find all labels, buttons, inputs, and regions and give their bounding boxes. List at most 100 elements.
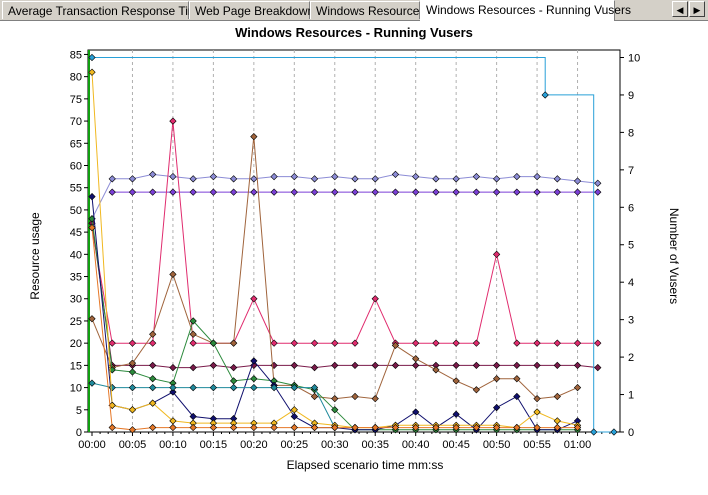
data-point [189, 330, 197, 338]
data-point [472, 339, 481, 347]
y2-tick-label: 9 [628, 90, 634, 102]
data-point [513, 361, 521, 369]
data-point [391, 361, 400, 369]
data-point [88, 68, 96, 76]
data-point [88, 192, 96, 201]
data-point [472, 361, 481, 369]
data-point [310, 383, 319, 392]
x-tick-label: 00:30 [321, 439, 349, 451]
data-point [553, 361, 561, 369]
data-point [169, 363, 177, 372]
x-tick-label: 00:55 [523, 439, 551, 451]
x-tick-label: 00:25 [281, 439, 309, 451]
data-point [573, 339, 582, 347]
scroll-right-button[interactable]: ▶ [689, 1, 705, 17]
data-point [331, 339, 339, 347]
data-point [250, 375, 258, 383]
data-point [108, 175, 116, 183]
data-point [472, 386, 481, 394]
data-point [331, 395, 339, 403]
x-tick-label: 01:00 [564, 439, 592, 451]
data-point [351, 392, 359, 401]
data-point [209, 383, 218, 392]
y-tick-label: 60 [70, 160, 82, 172]
data-point [472, 188, 481, 196]
data-point [88, 224, 96, 232]
y-tick-label: 85 [70, 49, 82, 61]
data-point [149, 339, 157, 347]
series-line [91, 121, 598, 344]
data-point [128, 368, 137, 376]
data-point [371, 175, 379, 183]
data-point [128, 175, 137, 183]
x-tick-label: 00:10 [159, 439, 187, 451]
data-point [412, 355, 420, 363]
data-point [513, 375, 521, 383]
data-point [189, 175, 197, 183]
data-point [432, 423, 440, 432]
data-point [412, 423, 420, 432]
data-point [128, 359, 137, 367]
y-tick-label: 75 [70, 94, 82, 106]
data-point [250, 383, 258, 392]
plot-frame [87, 49, 621, 433]
data-point [270, 339, 278, 347]
data-point [594, 339, 602, 347]
data-point [351, 361, 359, 369]
data-point [108, 188, 116, 196]
data-point [331, 406, 339, 414]
data-point [513, 339, 521, 347]
data-point [88, 315, 96, 323]
data-point [209, 172, 218, 181]
tab-windows-resources[interactable]: Windows Resources [310, 1, 425, 19]
x-tick-label: 00:35 [361, 439, 389, 451]
chart-title: Windows Resources - Running Vusers [235, 25, 473, 40]
y-tick-label: 5 [76, 405, 82, 417]
data-point [391, 423, 400, 432]
data-point [432, 339, 440, 347]
data-point [533, 172, 541, 181]
data-point [533, 408, 541, 416]
data-point [452, 339, 460, 347]
data-point [590, 428, 598, 436]
data-point [371, 188, 379, 196]
y-tick-label: 40 [70, 249, 82, 261]
data-point [310, 363, 319, 372]
data-point [149, 330, 157, 338]
data-point [189, 317, 197, 325]
data-point [331, 361, 339, 369]
x-tick-label: 00:05 [119, 439, 147, 451]
data-point [290, 406, 298, 414]
data-point [371, 423, 379, 432]
y-tick-label: 0 [76, 427, 82, 439]
data-point [391, 188, 400, 196]
y2-tick-label: 7 [628, 165, 634, 177]
tab-windows-resources-running-vusers[interactable]: Windows Resources - Running Vusers [420, 0, 631, 21]
data-point [128, 426, 137, 434]
data-point [149, 375, 157, 383]
data-point [189, 383, 197, 392]
data-point [533, 361, 541, 369]
data-point [270, 383, 278, 392]
y2-tick-label: 6 [628, 202, 634, 214]
data-point [270, 423, 278, 432]
data-point [250, 423, 258, 432]
scroll-left-icon: ◀ [676, 5, 684, 15]
data-point [270, 172, 278, 181]
data-point [492, 188, 501, 196]
y2-tick-label: 2 [628, 352, 634, 364]
y-axis-label: Resource usage [28, 212, 42, 300]
data-point [452, 410, 460, 418]
data-point [432, 175, 440, 183]
scroll-left-button[interactable]: ◀ [672, 1, 688, 17]
x-tick-label: 00:50 [483, 439, 511, 451]
tab-average-transaction-response-time[interactable]: Average Transaction Response Time [2, 1, 205, 19]
tab-web-page-breakdown[interactable]: Web Page Breakdown [189, 1, 314, 19]
data-point [492, 403, 501, 412]
data-point [169, 388, 177, 396]
data-point [149, 383, 157, 392]
data-point [331, 172, 339, 181]
y2-tick-label: 10 [628, 52, 640, 64]
y-tick-label: 45 [70, 227, 82, 239]
data-point [310, 423, 319, 432]
